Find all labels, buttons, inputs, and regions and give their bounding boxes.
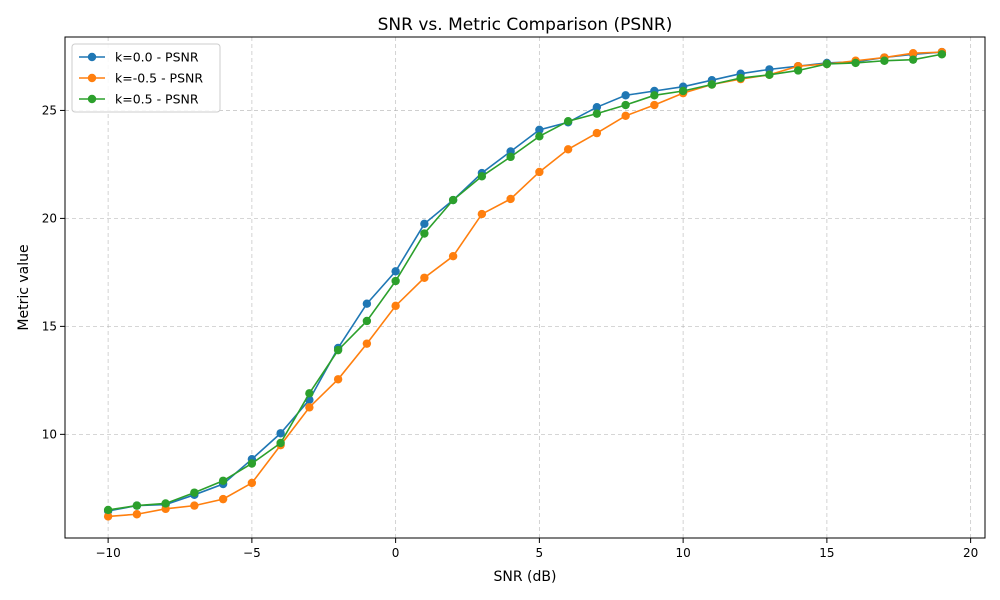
data-point [535, 132, 544, 141]
legend-swatch-marker [87, 94, 97, 104]
data-point [103, 512, 113, 521]
data-point [218, 476, 228, 485]
chart-title: SNR vs. Metric Comparison (PSNR) [378, 15, 673, 35]
data-point [362, 316, 372, 326]
data-point [391, 301, 400, 311]
y-axis: 10 15 20 25 [42, 103, 65, 441]
data-point [218, 494, 228, 504]
data-point [420, 273, 429, 282]
data-point [621, 91, 630, 100]
data-point [937, 50, 947, 59]
data-point [103, 505, 113, 515]
data-point [592, 109, 602, 118]
data-point [908, 55, 918, 64]
data-point [563, 117, 573, 126]
data-point [247, 478, 257, 488]
data-point [506, 152, 515, 162]
y-tick-label: 15 [42, 319, 57, 333]
legend-swatch-marker [87, 73, 97, 83]
data-point [276, 429, 285, 438]
data-point [678, 86, 688, 96]
x-axis-label: SNR (dB) [494, 569, 557, 585]
data-point [305, 389, 314, 398]
x-tick-label: −10 [95, 546, 120, 560]
x-tick-label: 5 [536, 546, 544, 560]
data-point [362, 339, 372, 348]
x-axis: −10 −5 0 5 10 15 20 [95, 538, 978, 560]
data-point [736, 73, 745, 83]
data-point [793, 66, 803, 75]
data-point [190, 488, 199, 497]
series-line [108, 51, 942, 518]
y-tick-label: 10 [42, 427, 57, 441]
series-layer [103, 47, 947, 521]
data-point [132, 510, 142, 519]
data-point [477, 209, 487, 219]
y-tick-label: 20 [42, 211, 57, 225]
legend-box [71, 43, 221, 113]
y-tick-label: 25 [42, 103, 57, 117]
plot-frame [64, 36, 986, 539]
data-point [563, 145, 573, 154]
data-point [650, 91, 659, 100]
legend-label: k=0.5 - PSNR [115, 92, 199, 107]
data-point [851, 58, 860, 68]
data-point [650, 100, 659, 110]
data-point [305, 403, 314, 412]
data-point [161, 499, 170, 508]
data-point [333, 345, 343, 355]
x-tick-label: −5 [243, 546, 261, 560]
data-point [621, 111, 630, 121]
data-point [247, 459, 257, 468]
grid [65, 37, 985, 538]
legend-label: k=-0.5 - PSNR [115, 71, 203, 86]
x-tick-label: 0 [392, 546, 400, 560]
data-point [362, 299, 372, 308]
legend-swatch-marker [87, 52, 97, 62]
series-line [108, 53, 943, 511]
data-point [391, 267, 400, 276]
data-point [592, 128, 602, 138]
data-point [448, 195, 458, 205]
data-point [477, 172, 487, 181]
data-point [276, 438, 285, 448]
legend-label: k=0.0 - PSNR [115, 50, 199, 65]
data-point [132, 501, 142, 510]
data-point [908, 48, 918, 58]
data-point [535, 125, 544, 135]
data-point [391, 276, 400, 286]
data-point [506, 194, 515, 204]
data-point [880, 56, 889, 65]
data-point [420, 229, 429, 238]
data-point [707, 80, 717, 89]
data-point [535, 167, 544, 177]
x-tick-label: 10 [675, 546, 690, 560]
legend: k=0.0 - PSNR k=-0.5 - PSNR k=0.5 - PSNR [71, 43, 221, 113]
data-point [822, 59, 832, 69]
data-point [333, 375, 343, 384]
data-point [765, 70, 774, 79]
x-tick-label: 15 [819, 546, 834, 560]
series-3 [103, 50, 947, 515]
y-axis-label: Metric value [16, 244, 32, 330]
data-point [420, 219, 429, 228]
data-point [621, 100, 630, 110]
data-point [190, 501, 199, 510]
data-point [448, 251, 458, 261]
x-tick-label: 20 [963, 546, 978, 560]
data-point [592, 102, 602, 112]
